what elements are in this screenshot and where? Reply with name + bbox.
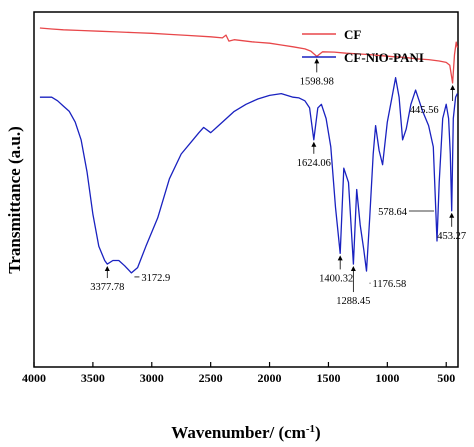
x-tick-label: 4000	[22, 371, 46, 385]
x-tick-label: 2500	[199, 371, 223, 385]
plot-frame	[33, 11, 459, 368]
x-tick-label: 1000	[375, 371, 399, 385]
peak-label: 445.56	[410, 105, 439, 116]
peak-arrowhead	[450, 85, 456, 90]
annotation-layer: 1598.98 445.56 1624.06 3377.78 3172.9 1400.32…	[90, 58, 466, 307]
x-tick-label: 3000	[140, 371, 164, 385]
peak-label: 3377.78	[90, 282, 124, 293]
peak-arrowhead	[350, 266, 356, 272]
peak-arrowhead	[311, 141, 317, 147]
peak-label: 3172.9	[141, 273, 170, 284]
peak-label: 578.64	[378, 207, 408, 218]
x-tick-label: 3500	[81, 371, 105, 385]
series-layer	[39, 27, 459, 274]
peak-label: 1624.06	[297, 158, 331, 169]
peak-arrowhead	[104, 266, 110, 272]
peak-label: 1400.32	[319, 273, 353, 284]
x-axis-ticks: 4000 3500 3000 2500 2000 1500 1000 500	[22, 362, 455, 385]
x-axis-title: Wavenumber/ (cm-1)	[171, 423, 320, 442]
legend-label-cf: CF	[344, 27, 361, 42]
peak-label: 1598.98	[300, 76, 334, 87]
peak-label: 1288.45	[336, 296, 370, 307]
peak-arrowhead	[314, 58, 320, 64]
legend-label-cf-nio-pani: CF-NiO-PANI	[344, 50, 424, 65]
peak-arrowhead	[449, 212, 455, 218]
x-tick-label: 2000	[258, 371, 282, 385]
y-axis-title: Transmittance (a.u.)	[5, 126, 24, 273]
peak-label: 453.27	[437, 231, 466, 242]
series-line-cf-nio-pani	[39, 77, 458, 274]
legend: CF CF-NiO-PANI	[302, 27, 424, 65]
peak-label: 1176.58	[373, 279, 407, 290]
x-tick-label: 500	[437, 371, 455, 385]
peak-arrowhead	[337, 255, 343, 261]
series-line-cf	[39, 27, 459, 84]
x-tick-label: 1500	[316, 371, 340, 385]
